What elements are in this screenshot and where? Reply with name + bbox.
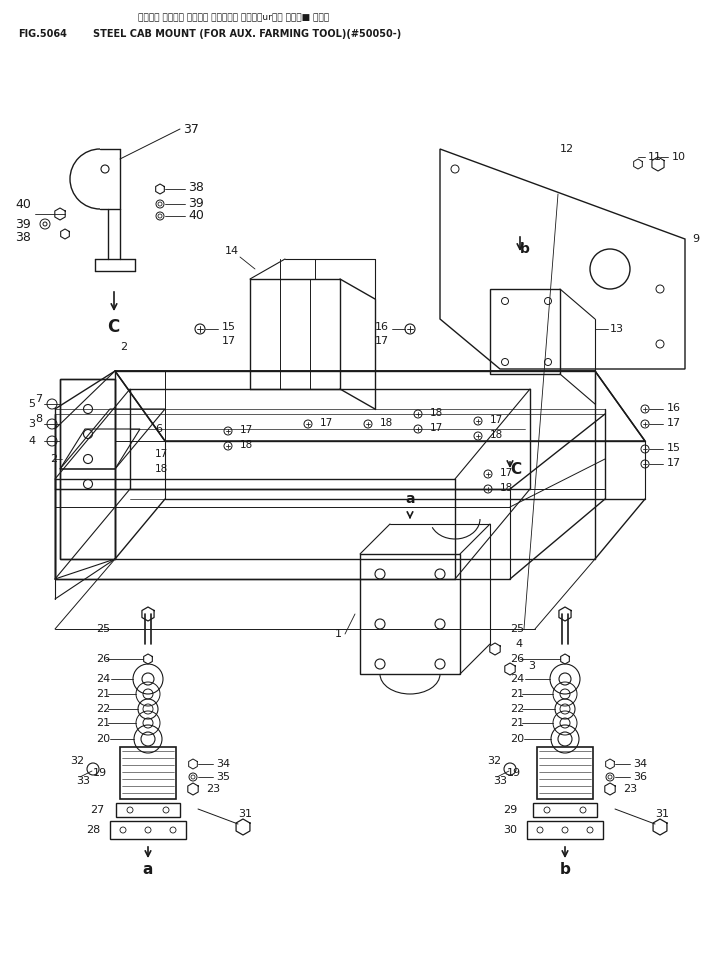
Text: 18: 18 (490, 430, 503, 440)
Text: 22: 22 (96, 704, 110, 714)
Text: 35: 35 (216, 772, 230, 782)
Text: 25: 25 (96, 624, 110, 634)
Text: 1: 1 (335, 629, 342, 639)
Text: C: C (510, 461, 521, 477)
Text: 31: 31 (655, 809, 669, 819)
Text: 17: 17 (500, 468, 513, 478)
Text: 4: 4 (515, 639, 522, 649)
Text: 27: 27 (90, 805, 105, 815)
Text: 30: 30 (503, 825, 517, 835)
Text: 7: 7 (35, 394, 42, 404)
Text: 17: 17 (667, 418, 681, 428)
Text: 24: 24 (96, 674, 110, 684)
Text: 17: 17 (320, 418, 333, 428)
Text: 28: 28 (86, 825, 100, 835)
Text: 19: 19 (507, 768, 521, 778)
Text: 8: 8 (35, 414, 42, 424)
Text: 34: 34 (216, 759, 230, 769)
Text: a: a (142, 861, 153, 877)
Text: 21: 21 (96, 718, 110, 728)
Text: 15: 15 (667, 443, 681, 453)
Text: 18: 18 (240, 440, 253, 450)
Text: b: b (520, 242, 530, 256)
Text: 18: 18 (500, 483, 513, 493)
Text: 37: 37 (183, 122, 199, 136)
Text: 17: 17 (375, 336, 389, 346)
Text: 22: 22 (510, 704, 524, 714)
Text: 18: 18 (430, 408, 443, 418)
Text: FIG.5064: FIG.5064 (18, 29, 67, 39)
Text: 12: 12 (560, 144, 574, 154)
Text: 3: 3 (28, 419, 35, 429)
Text: 26: 26 (510, 654, 524, 664)
Text: 40: 40 (188, 208, 204, 222)
Text: b: b (560, 861, 571, 877)
Text: 32: 32 (487, 756, 501, 766)
Text: 15: 15 (222, 322, 236, 332)
Text: スチール キャブ゚ マウント （ノウコウ サキ゚・urウキ ホシ゚■ ヨウ）: スチール キャブ゚ マウント （ノウコウ サキ゚・urウキ ホシ゚■ ヨウ） (138, 14, 329, 22)
Text: 16: 16 (667, 403, 681, 413)
Text: 21: 21 (96, 689, 110, 699)
Text: 33: 33 (493, 776, 507, 786)
Text: 17: 17 (667, 458, 681, 468)
Text: 21: 21 (510, 718, 524, 728)
Text: STEEL CAB MOUNT (FOR AUX. FARMING TOOL)(#50050-): STEEL CAB MOUNT (FOR AUX. FARMING TOOL)(… (93, 29, 401, 39)
Text: 6: 6 (155, 424, 162, 434)
Text: 19: 19 (93, 768, 107, 778)
Text: 34: 34 (633, 759, 647, 769)
Text: 3: 3 (528, 661, 535, 671)
Text: 31: 31 (238, 809, 252, 819)
Text: 2: 2 (50, 454, 57, 464)
Text: 13: 13 (610, 324, 624, 334)
Text: 17: 17 (490, 415, 503, 425)
Text: 11: 11 (648, 152, 662, 162)
Text: 17: 17 (240, 425, 253, 435)
Text: 36: 36 (633, 772, 647, 782)
Text: 20: 20 (96, 734, 110, 744)
Text: a: a (405, 492, 415, 506)
Text: 23: 23 (206, 784, 220, 794)
Text: 17: 17 (155, 449, 168, 459)
Text: 25: 25 (510, 624, 524, 634)
Text: 18: 18 (155, 464, 168, 474)
Text: 38: 38 (188, 180, 204, 194)
Text: 5: 5 (28, 399, 35, 409)
Text: 18: 18 (380, 418, 393, 428)
Text: 26: 26 (96, 654, 110, 664)
Text: 4: 4 (28, 436, 35, 446)
Text: 39: 39 (188, 197, 204, 209)
Text: 39: 39 (15, 217, 31, 231)
Text: 29: 29 (503, 805, 517, 815)
Text: 23: 23 (623, 784, 637, 794)
Text: C: C (107, 318, 120, 336)
Text: 32: 32 (70, 756, 84, 766)
Text: 16: 16 (375, 322, 389, 332)
Text: 40: 40 (15, 198, 31, 210)
Text: 9: 9 (692, 234, 699, 244)
Text: 14: 14 (225, 246, 239, 256)
Text: 2: 2 (120, 342, 127, 352)
Text: 38: 38 (15, 231, 31, 243)
Text: 20: 20 (510, 734, 524, 744)
Text: 17: 17 (430, 423, 443, 433)
Text: 17: 17 (222, 336, 236, 346)
Text: 10: 10 (672, 152, 686, 162)
Text: 33: 33 (76, 776, 90, 786)
Text: 24: 24 (510, 674, 524, 684)
Text: 21: 21 (510, 689, 524, 699)
